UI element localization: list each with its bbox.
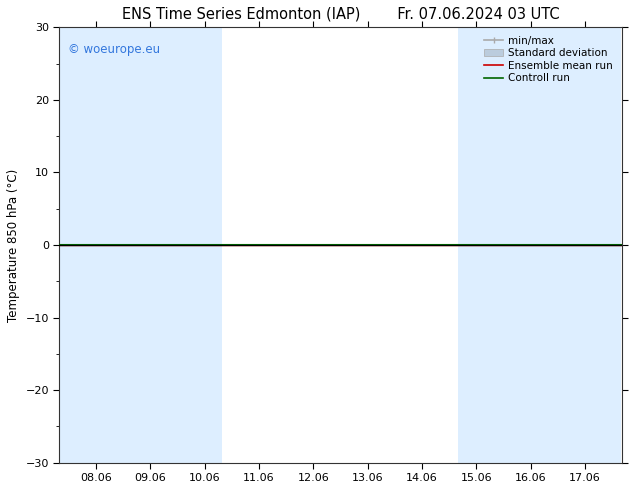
Text: © woeurope.eu: © woeurope.eu bbox=[68, 43, 160, 55]
Title: ENS Time Series Edmonton (IAP)        Fr. 07.06.2024 03 UTC: ENS Time Series Edmonton (IAP) Fr. 07.06… bbox=[122, 7, 559, 22]
Bar bbox=[60, 27, 133, 463]
Bar bbox=[458, 27, 495, 463]
Bar bbox=[133, 27, 223, 463]
Bar bbox=[495, 27, 621, 463]
Legend: min/max, Standard deviation, Ensemble mean run, Controll run: min/max, Standard deviation, Ensemble me… bbox=[481, 32, 616, 87]
Y-axis label: Temperature 850 hPa (°C): Temperature 850 hPa (°C) bbox=[7, 169, 20, 321]
